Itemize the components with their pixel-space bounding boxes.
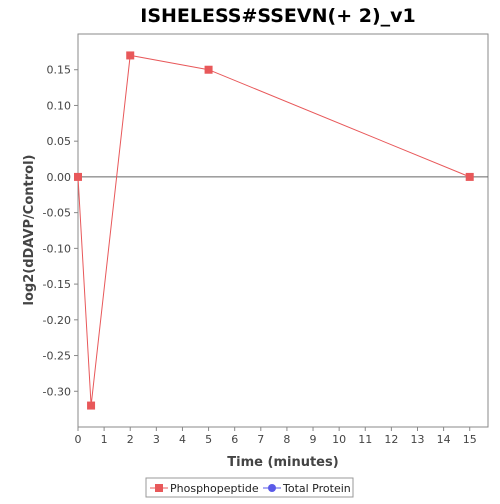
- y-tick-label: -0.25: [43, 350, 71, 363]
- legend-box: [145, 477, 354, 498]
- y-tick-label: -0.30: [43, 385, 71, 398]
- y-tick-label: 0.10: [47, 99, 72, 112]
- x-tick-label: 13: [410, 433, 424, 446]
- legend-marker-phosphopeptide: [155, 484, 163, 492]
- x-tick-label: 12: [384, 433, 398, 446]
- x-tick-label: 15: [463, 433, 477, 446]
- x-tick-label: 1: [101, 433, 108, 446]
- y-tick-label: -0.05: [43, 207, 71, 220]
- data-point: [87, 401, 96, 410]
- y-tick-label: -0.10: [43, 242, 71, 255]
- x-tick-label: 10: [332, 433, 346, 446]
- x-axis: 0 1 2 3 4 5 6 7 8 9 10 11 12 13 14 15: [75, 427, 477, 446]
- x-tick-label: 6: [231, 433, 238, 446]
- x-tick-label: 3: [153, 433, 160, 446]
- y-tick-label: 0.15: [47, 64, 72, 77]
- data-point: [74, 172, 82, 181]
- y-tick-label: 0.05: [47, 135, 72, 148]
- data-point: [204, 65, 213, 74]
- plot-area: [77, 33, 489, 428]
- y-axis: -0.30 -0.25 -0.20 -0.15 -0.10 -0.05 0.00 0.05 0.…: [43, 64, 78, 398]
- x-tick-label: 4: [179, 433, 186, 446]
- y-tick-label: -0.20: [43, 314, 71, 327]
- x-tick-label: 2: [127, 433, 134, 446]
- x-axis-label: Time (minutes): [227, 455, 338, 470]
- y-tick-label: -0.15: [43, 278, 71, 291]
- x-tick-label: 7: [257, 433, 264, 446]
- data-point: [465, 172, 474, 181]
- data-point: [126, 51, 135, 60]
- legend-marker-total-protein: [268, 484, 276, 492]
- x-tick-label: 8: [283, 433, 290, 446]
- y-tick-label: 0.00: [47, 171, 72, 184]
- legend-label-phosphopeptide: Phosphopeptide: [170, 482, 259, 495]
- legend: Phosphopeptide Total Protein: [145, 477, 354, 498]
- y-axis-label: log2(dDAVP/Control): [22, 155, 37, 306]
- chart-title: ISHELESS#SSEVN(+ 2)_v1: [140, 5, 415, 27]
- plot-layer: [74, 51, 488, 410]
- x-tick-label: 11: [358, 433, 372, 446]
- legend-label-total-protein: Total Protein: [282, 482, 351, 495]
- x-tick-label: 14: [437, 433, 451, 446]
- x-tick-label: 9: [310, 433, 317, 446]
- x-tick-label: 0: [75, 433, 82, 446]
- x-tick-label: 5: [205, 433, 212, 446]
